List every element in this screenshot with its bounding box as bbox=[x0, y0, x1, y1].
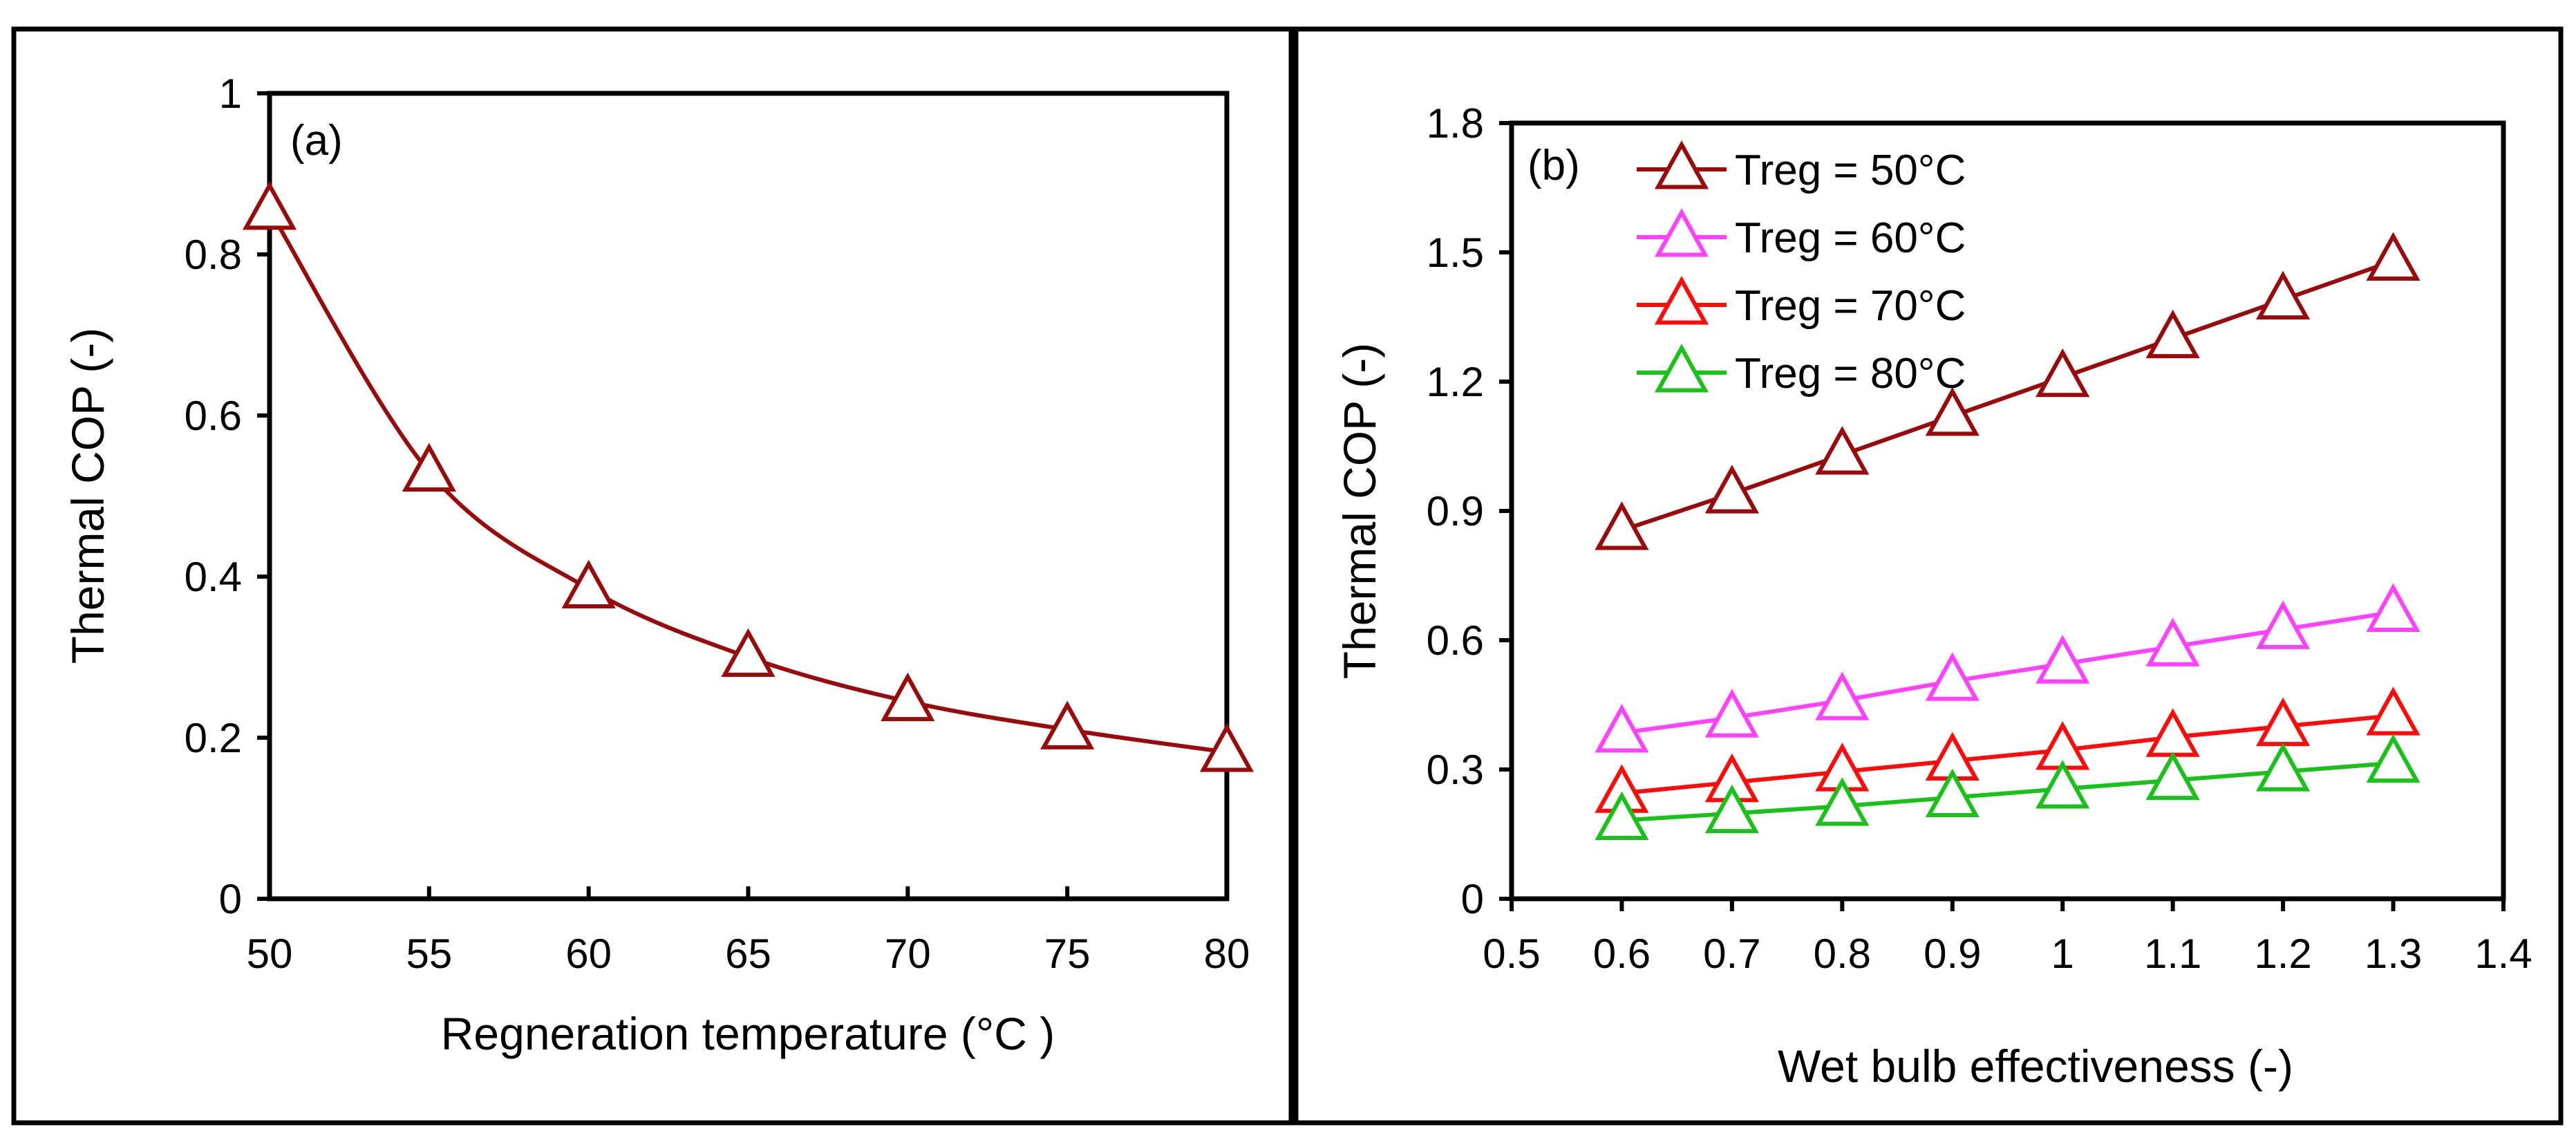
data-point-marker bbox=[2036, 348, 2090, 398]
data-point-marker bbox=[2256, 270, 2311, 320]
x-tick-label: 0.6 bbox=[1593, 931, 1651, 977]
data-point-marker bbox=[1815, 426, 1870, 475]
x-axis-label-b: Wet bulb effectiveness (-) bbox=[1778, 1041, 2293, 1092]
x-tick-label: 0.8 bbox=[1814, 931, 1871, 977]
legend-marker bbox=[1654, 276, 1709, 325]
legend-marker bbox=[1654, 208, 1709, 257]
data-point-marker bbox=[1925, 768, 1980, 818]
x-tick-label: 1.3 bbox=[2365, 931, 2422, 977]
x-tick-label: 1.1 bbox=[2144, 931, 2201, 977]
x-tick-label: 75 bbox=[1044, 931, 1091, 977]
panel-label-a: (a) bbox=[290, 117, 343, 165]
data-point-marker bbox=[2256, 743, 2311, 792]
y-tick-label: 1.8 bbox=[1427, 100, 1484, 147]
data-point-marker bbox=[1704, 784, 1759, 834]
y-axis-ticks-b: 0 0.3 0.6 0.9 1.2 1.5 1.8 bbox=[1427, 100, 1512, 922]
y-tick-label: 0.3 bbox=[1427, 747, 1484, 793]
chart-panel-a: (a) 0 0.2 0.4 0.6 0.8 1 50 55 60 65 70 75 80 Regner… bbox=[62, 71, 1254, 1059]
data-point-marker bbox=[242, 181, 297, 230]
x-axis-ticks-a: 50 55 60 65 70 75 80 bbox=[247, 886, 1250, 977]
x-tick-label: 55 bbox=[406, 931, 452, 977]
x-axis-label-a: Regneration temperature (°C ) bbox=[441, 1008, 1055, 1059]
y-tick-label: 1.5 bbox=[1427, 230, 1484, 276]
series-line-4 bbox=[1621, 761, 2394, 823]
chart-panel-b: (b) 0 0.3 0.6 0.9 1.2 1.5 1.8 0.5 0.6 0.7 0.8 0.9 1… bbox=[1334, 100, 2532, 1092]
y-tick-label: 0.6 bbox=[185, 393, 242, 439]
data-point-marker bbox=[2366, 232, 2420, 281]
x-tick-label: 60 bbox=[565, 931, 612, 977]
y-tick-label: 0 bbox=[219, 876, 242, 922]
data-point-marker bbox=[402, 442, 456, 492]
x-tick-label: 0.7 bbox=[1703, 931, 1760, 977]
legend-label: Treg = 60°C bbox=[1735, 214, 1966, 262]
y-axis-ticks-a: 0 0.2 0.4 0.6 0.8 1 bbox=[185, 71, 270, 922]
data-point-marker bbox=[1040, 700, 1095, 749]
data-point-marker bbox=[1595, 704, 1649, 753]
data-point-marker bbox=[1595, 501, 1649, 550]
series-group-a bbox=[242, 181, 1254, 772]
x-tick-label: 70 bbox=[885, 931, 931, 977]
panel-label-b: (b) bbox=[1527, 142, 1580, 189]
legend-label: Treg = 80°C bbox=[1735, 350, 1966, 398]
data-point-marker bbox=[1704, 465, 1759, 514]
series-group-b bbox=[1595, 232, 2420, 841]
y-tick-label: 0.4 bbox=[185, 554, 242, 600]
x-tick-label: 1.2 bbox=[2254, 931, 2311, 977]
y-tick-label: 1 bbox=[219, 71, 242, 117]
x-tick-label: 0.5 bbox=[1483, 931, 1540, 977]
x-tick-label: 1 bbox=[2051, 931, 2074, 977]
legend-label: Treg = 70°C bbox=[1735, 282, 1966, 330]
y-tick-label: 0.8 bbox=[185, 232, 242, 278]
series-line-2 bbox=[1621, 610, 2394, 735]
y-axis-label-a: Thermal COP (-) bbox=[62, 328, 113, 664]
data-point-marker bbox=[2366, 734, 2420, 783]
data-point-marker bbox=[1199, 723, 1254, 772]
data-point-marker bbox=[2145, 751, 2200, 801]
x-tick-label: 50 bbox=[247, 931, 293, 977]
series-line-3 bbox=[1621, 713, 2394, 796]
data-point-marker bbox=[1925, 652, 1980, 701]
data-point-marker bbox=[881, 672, 935, 722]
x-tick-label: 1.4 bbox=[2474, 931, 2532, 977]
y-tick-label: 0.6 bbox=[1427, 617, 1484, 664]
data-point-marker bbox=[1815, 671, 1870, 720]
data-point-marker bbox=[561, 559, 616, 608]
data-point-marker bbox=[1595, 791, 1649, 841]
legend-label: Treg = 50°C bbox=[1735, 147, 1966, 194]
x-tick-label: 65 bbox=[725, 931, 771, 977]
data-point-marker bbox=[2256, 600, 2311, 649]
legend-marker bbox=[1654, 344, 1709, 393]
x-axis-ticks-b: 0.5 0.6 0.7 0.8 0.9 1 1.1 1.2 1.3 1.4 bbox=[1483, 899, 2532, 977]
y-tick-label: 0.9 bbox=[1427, 488, 1484, 534]
x-tick-label: 80 bbox=[1204, 931, 1250, 977]
y-axis-label-b: Thermal COP (-) bbox=[1334, 343, 1385, 680]
x-tick-label: 0.9 bbox=[1924, 931, 1981, 977]
data-point-marker bbox=[2145, 309, 2200, 359]
data-point-marker bbox=[2036, 635, 2090, 684]
legend-b: Treg = 50°C Treg = 60°C Treg = 70°C Treg = … bbox=[1637, 140, 1966, 398]
panel-a-frame bbox=[11, 26, 1294, 1126]
data-point-marker bbox=[2036, 760, 2090, 809]
y-tick-label: 0 bbox=[1461, 876, 1484, 922]
y-tick-label: 1.2 bbox=[1427, 359, 1484, 405]
data-point-marker bbox=[1925, 386, 1980, 436]
legend-marker bbox=[1654, 140, 1709, 189]
data-point-marker bbox=[1704, 689, 1759, 738]
data-point-marker bbox=[1815, 777, 1870, 826]
data-point-marker bbox=[721, 628, 775, 677]
data-point-marker bbox=[2366, 687, 2420, 736]
data-point-marker bbox=[2366, 583, 2420, 632]
data-point-marker bbox=[2145, 617, 2200, 666]
panel-b-frame bbox=[1293, 26, 2564, 1126]
y-tick-label: 0.2 bbox=[185, 715, 242, 761]
